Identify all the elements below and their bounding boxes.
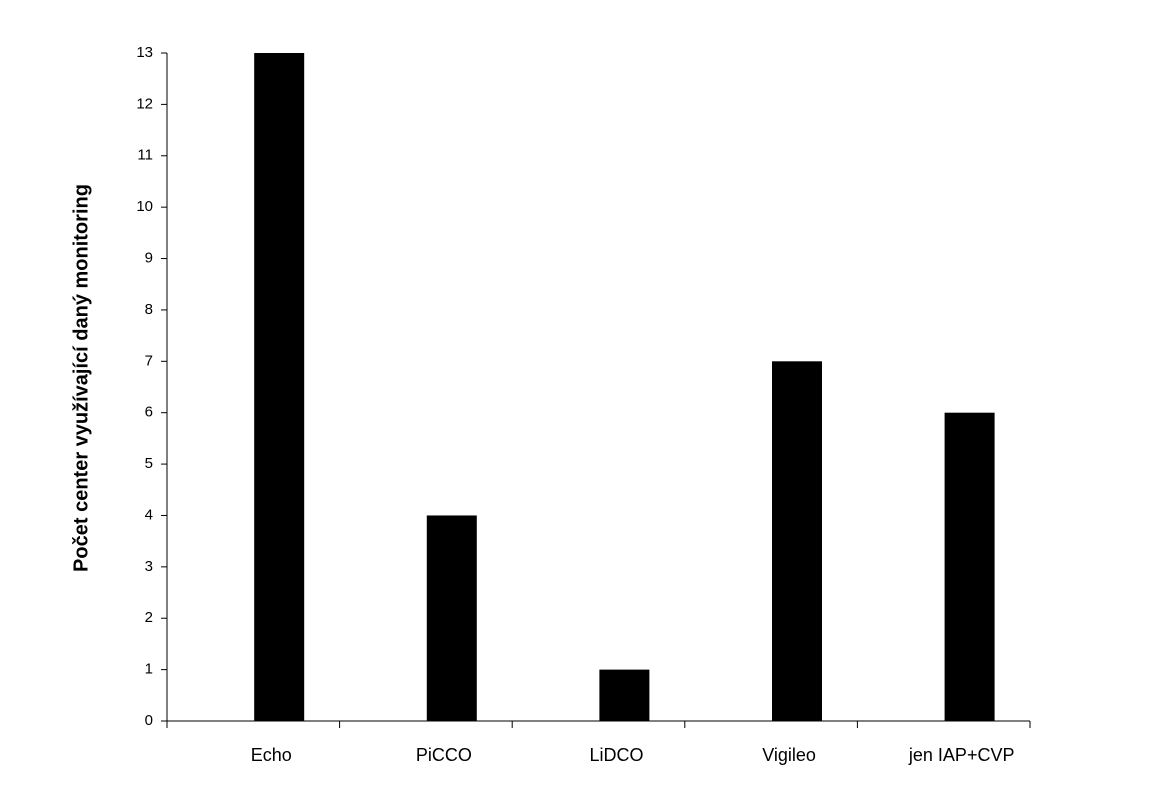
y-axis-label: Počet center využívající daný monitoring: [70, 184, 92, 572]
x-tick-label: PiCCO: [416, 745, 472, 765]
bar: [426, 515, 477, 721]
y-tick-label: 2: [145, 609, 153, 626]
bar: [254, 53, 305, 721]
y-tick-label: 10: [136, 198, 153, 215]
x-tick-label: Vigileo: [762, 745, 816, 765]
x-tick-label: jen IAP+CVP: [908, 745, 1015, 765]
bar: [944, 412, 995, 721]
y-tick-label: 12: [136, 95, 153, 112]
bar: [771, 361, 822, 721]
y-tick-label: 5: [145, 455, 153, 472]
y-tick-label: 6: [145, 404, 153, 421]
y-tick-label: 9: [145, 250, 153, 267]
y-tick-label: 8: [145, 301, 153, 318]
y-tick-label: 11: [137, 147, 153, 164]
y-tick-label: 7: [145, 352, 153, 369]
bar: [599, 669, 650, 721]
x-tick-label: LiDCO: [589, 745, 643, 765]
x-tick-label: Echo: [251, 745, 292, 765]
y-tick-label: 13: [136, 44, 153, 61]
y-tick-label: 4: [145, 506, 153, 523]
y-tick-label: 3: [145, 558, 153, 575]
y-tick-label: 0: [145, 712, 153, 729]
y-tick-label: 1: [145, 661, 153, 678]
